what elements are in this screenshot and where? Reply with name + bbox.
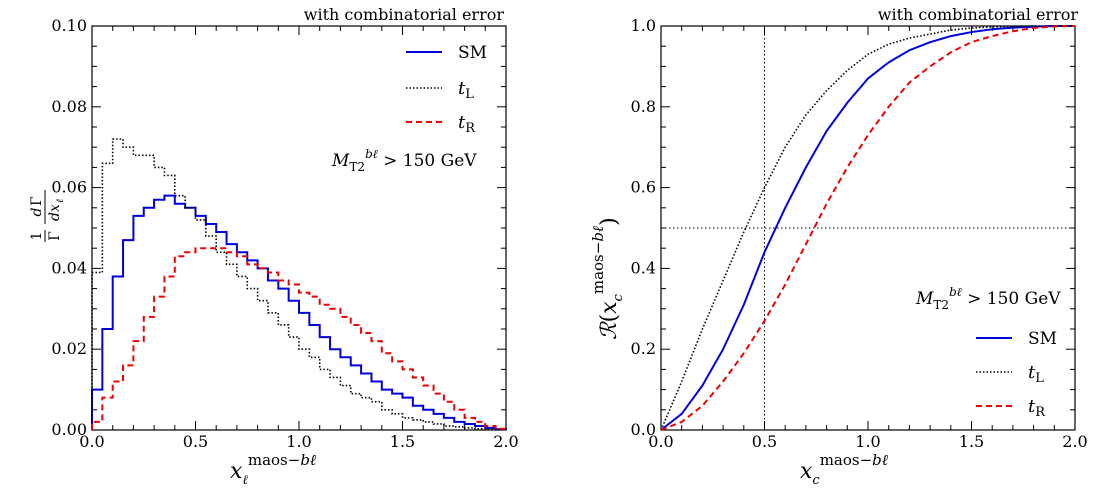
left-ytick-label: 0.10 [51,16,87,35]
right-series [660,25,1076,431]
svg-text:d: d [29,207,45,216]
left-annotation: with combinatorial error [304,5,505,24]
right-ytick-label: 0.4 [631,258,656,277]
svg-text:dx: dx [47,204,63,221]
svg-text:1: 1 [29,232,45,241]
right-panel: 0.0 0.5 1.0 1.5 2.0 0.0 0.2 0.4 0.6 0.8 1.0 with c… [589,5,1088,488]
right-plot-frame [660,25,1076,431]
right-xtick-label: 0.5 [752,432,777,451]
left-ytick-label: 0.00 [51,420,87,439]
left-ytick-label: 0.06 [51,178,87,197]
left-legend: SM tL tR [406,43,487,136]
right-xlabel: xcmaos−bℓ [800,451,888,488]
right-xtick-label: 1.5 [959,432,984,451]
left-series-t-l [91,138,507,431]
left-xtick-label: 0.0 [79,432,104,451]
left-panel: 0.0 0.5 1.0 1.5 2.00.000.020.040.060.080.10 … [29,5,519,488]
right-xtick-label: 2.0 [1062,432,1087,451]
right-ytick-label: 0.0 [631,420,656,439]
left-xtick-label: 0.5 [183,432,208,451]
svg-text:Γ: Γ [47,231,63,241]
left-xlabel: xℓmaos−bℓ [230,451,316,488]
right-xtick-label: 1.0 [855,432,880,451]
right-legend-tr-label: tR [1028,396,1046,420]
right-series-t-l [660,25,1075,431]
right-series-sm [660,25,1075,431]
left-ytick-label: 0.08 [51,97,87,116]
left-ytick-label: 0.02 [51,339,87,358]
right-cut-label: MT2bℓ > 150 GeV [915,285,1061,312]
left-xtick-label: 1.5 [390,432,415,451]
left-cut-label: MT2bℓ > 150 GeV [331,147,477,174]
left-series [91,138,507,431]
right-legend: SM tL tR [976,329,1057,420]
right-legend-tl-label: tL [1028,362,1044,386]
right-legend-sm-label: SM [1028,329,1057,349]
left-xtick-label: 2.0 [493,432,518,451]
right-ytick-label: 0.8 [631,97,656,116]
left-ytick-label: 0.04 [51,258,87,277]
left-legend-tl-label: tL [458,78,474,102]
right-ytick-label: 1.0 [631,16,656,35]
right-reference-lines [661,26,1075,430]
right-ylabel: ℛ(xcmaos−bℓ) [589,217,626,340]
right-ytick-label: 0.6 [631,178,656,197]
right-xtick-label: 0.0 [648,432,673,451]
right-ticks: 0.0 0.5 1.0 1.5 2.0 0.0 0.2 0.4 0.6 0.8 1.0 [631,16,1088,451]
svg-text:ℓ: ℓ [55,199,66,203]
right-series-t-r [660,25,1076,431]
left-plot-frame [91,25,507,431]
right-annotation: with combinatorial error [878,5,1079,24]
left-xtick-label: 1.0 [286,432,311,451]
left-series-sm [91,194,507,431]
left-ticks: 0.0 0.5 1.0 1.5 2.0 0.00 0.02 0.04 0.06 0.08 0.10 [51,16,518,451]
left-legend-sm-label: SM [458,43,487,63]
svg-text:Γ: Γ [29,196,45,206]
right-ytick-label: 0.2 [631,339,656,358]
left-ylabel: 1 Γ dΓ dxℓ [29,190,66,242]
left-legend-tr-label: tR [458,112,476,136]
